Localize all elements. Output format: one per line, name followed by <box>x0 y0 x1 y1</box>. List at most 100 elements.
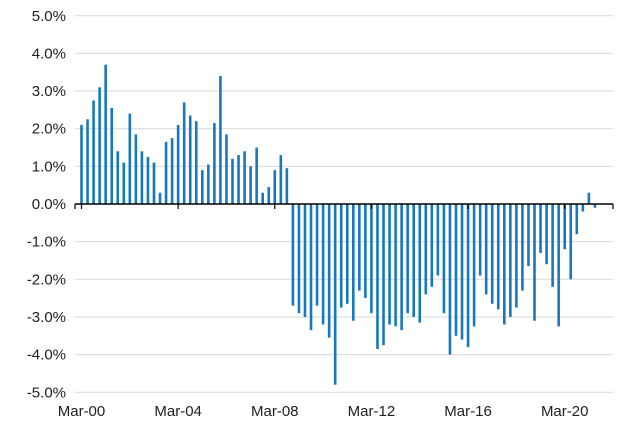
bar <box>575 204 579 235</box>
bar <box>249 166 252 204</box>
bar <box>225 134 228 204</box>
bar <box>255 147 258 204</box>
bar <box>533 204 536 321</box>
bar <box>587 192 591 204</box>
bar <box>237 155 240 205</box>
bar <box>569 204 573 280</box>
bar <box>352 204 355 321</box>
bar <box>98 87 101 204</box>
bar <box>581 204 585 212</box>
bar <box>321 204 325 325</box>
y-tick-label: -1.0% <box>27 234 66 251</box>
bar <box>394 204 397 327</box>
bar <box>201 170 204 204</box>
bar <box>527 204 530 267</box>
bar <box>182 102 186 204</box>
bar <box>339 204 343 308</box>
x-tick-label: Mar-08 <box>251 403 299 420</box>
bar <box>297 204 301 314</box>
bar <box>80 124 83 204</box>
bars <box>80 64 597 385</box>
x-tick-label: Mar-12 <box>348 403 396 420</box>
bar <box>460 204 464 340</box>
bar <box>551 204 554 287</box>
bar <box>388 204 391 325</box>
bar <box>490 204 494 304</box>
bar <box>358 204 361 291</box>
bar <box>207 164 210 204</box>
bar <box>327 204 331 338</box>
bar <box>563 204 566 250</box>
axis-ticks <box>74 204 614 209</box>
bar <box>406 204 409 314</box>
bar <box>472 204 476 327</box>
y-tick-label: -5.0% <box>27 384 66 401</box>
bar <box>146 156 150 204</box>
bar <box>539 204 542 253</box>
x-tick-label: Mar-20 <box>541 403 589 420</box>
bar <box>515 204 518 308</box>
bar <box>291 204 295 306</box>
bar <box>382 204 385 346</box>
x-tick-label: Mar-00 <box>58 403 106 420</box>
bar <box>104 64 107 204</box>
bar <box>454 204 458 336</box>
bar <box>86 119 89 204</box>
bar <box>370 204 373 314</box>
bar <box>267 187 271 204</box>
bar <box>315 204 319 306</box>
bar <box>140 151 144 204</box>
bar <box>92 100 95 204</box>
bar <box>430 204 434 287</box>
y-tick-label: 0.0% <box>32 196 66 213</box>
bar <box>418 204 422 323</box>
bar <box>364 204 367 299</box>
bar <box>194 121 198 204</box>
x-tick-label: Mar-16 <box>444 403 492 420</box>
bar <box>400 204 403 331</box>
bar <box>116 151 120 204</box>
bar <box>110 107 113 204</box>
bar <box>273 170 277 204</box>
bar <box>303 204 307 317</box>
bar <box>484 204 488 295</box>
bar <box>219 75 222 205</box>
y-tick-label: 1.0% <box>32 158 66 175</box>
bar <box>213 123 216 204</box>
bar <box>509 204 512 317</box>
bar <box>521 204 524 291</box>
bar <box>128 113 132 204</box>
bar <box>478 204 482 276</box>
bar <box>231 158 234 204</box>
y-tick-label: 4.0% <box>32 45 66 62</box>
x-axis-labels: Mar-00 Mar-04 Mar-08 Mar-12 Mar-16 Mar-20 <box>58 403 589 420</box>
bar <box>243 151 246 204</box>
bar <box>285 168 289 204</box>
bar <box>545 204 548 265</box>
bar <box>279 155 283 205</box>
bar <box>466 204 470 348</box>
bar <box>448 204 452 355</box>
y-axis-labels: 5.0% 4.0% 3.0% 2.0% 1.0% 0.0% -1.0% -2.0% -3.0% -… <box>27 8 66 402</box>
bar <box>424 204 428 295</box>
y-tick-label: 2.0% <box>32 121 66 138</box>
y-tick-label: -2.0% <box>27 271 66 288</box>
bar <box>188 115 192 204</box>
y-tick-label: 3.0% <box>32 83 66 100</box>
bar <box>345 204 349 304</box>
bar <box>164 141 168 204</box>
y-tick-label: -3.0% <box>27 309 66 326</box>
bar <box>436 204 440 276</box>
bar <box>158 192 162 204</box>
bar <box>496 204 500 310</box>
y-tick-label: -4.0% <box>27 347 66 364</box>
bar <box>152 162 156 204</box>
bar <box>261 192 264 204</box>
bar <box>122 162 126 204</box>
bar <box>593 204 597 208</box>
gridlines <box>75 15 613 393</box>
x-tick-label: Mar-04 <box>154 403 202 420</box>
y-tick-label: 5.0% <box>32 8 66 25</box>
